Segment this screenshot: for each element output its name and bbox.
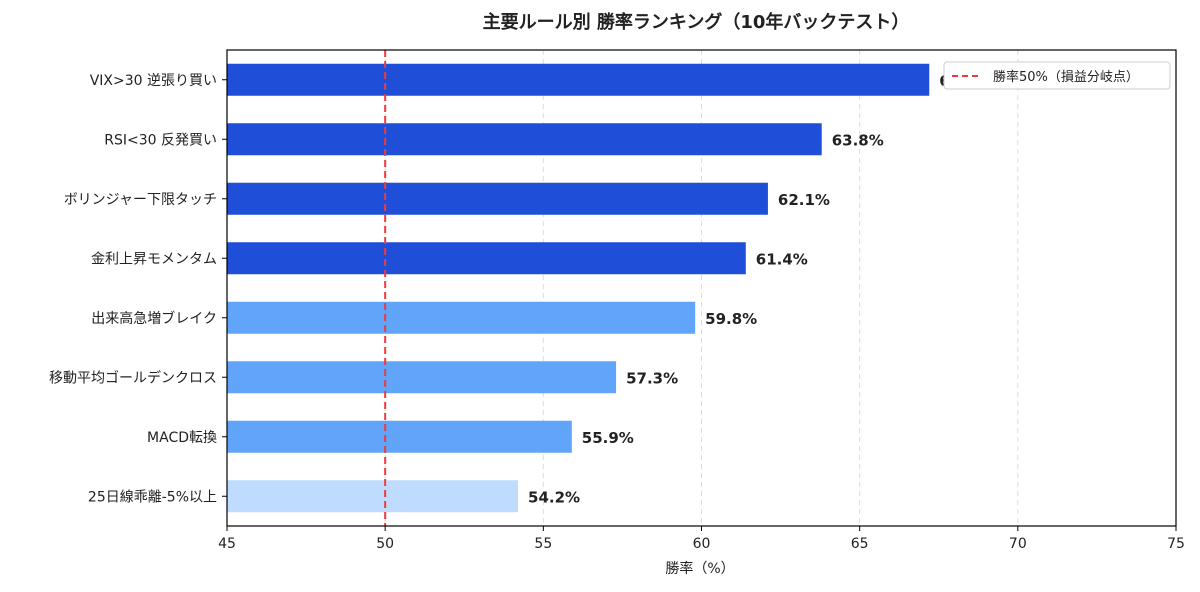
bar-value-label: 57.3% (626, 369, 678, 387)
x-tick-label: 50 (376, 536, 394, 552)
bar (227, 480, 519, 513)
x-tick-label: 55 (534, 536, 552, 552)
bar (227, 420, 572, 453)
bar (227, 182, 768, 215)
y-tick-label: RSI<30 反発買い (104, 132, 217, 148)
y-tick-label: 25日線乖離-5%以上 (88, 488, 217, 505)
x-tick-label: 45 (218, 536, 236, 552)
x-tick-label: 75 (1167, 536, 1185, 552)
y-tick-label: VIX>30 逆張り買い (90, 73, 217, 89)
bar (227, 361, 617, 394)
y-tick-label: 移動平均ゴールデンクロス (49, 369, 217, 386)
y-tick-label: 出来高急増ブレイク (91, 310, 217, 327)
legend: 勝率50%（損益分岐点） (943, 61, 1171, 90)
y-tick-label: ボリンジャー下限タッチ (64, 192, 217, 208)
y-tick-label: 金利上昇モメンタム (91, 251, 217, 267)
x-tick-label: 60 (693, 536, 711, 552)
bar-value-label: 62.1% (778, 191, 830, 209)
x-tick-label: 70 (1009, 536, 1027, 552)
x-axis-label: 勝率（%） (665, 560, 734, 577)
bar (227, 242, 746, 275)
bar-value-label: 54.2% (528, 488, 580, 506)
bar (227, 63, 930, 96)
y-tick-label: MACD転換 (147, 430, 217, 446)
x-tick-label: 65 (851, 536, 869, 552)
legend-label: 勝率50%（損益分岐点） (993, 69, 1139, 85)
bar (227, 301, 696, 334)
bar-value-label: 61.4% (756, 250, 808, 268)
bar (227, 123, 822, 156)
bar-value-label: 55.9% (582, 429, 634, 447)
bar-value-label: 59.8% (705, 310, 757, 328)
bar-value-label: 63.8% (832, 131, 884, 149)
chart-title: 主要ルール別 勝率ランキング（10年バックテスト） (483, 11, 910, 33)
